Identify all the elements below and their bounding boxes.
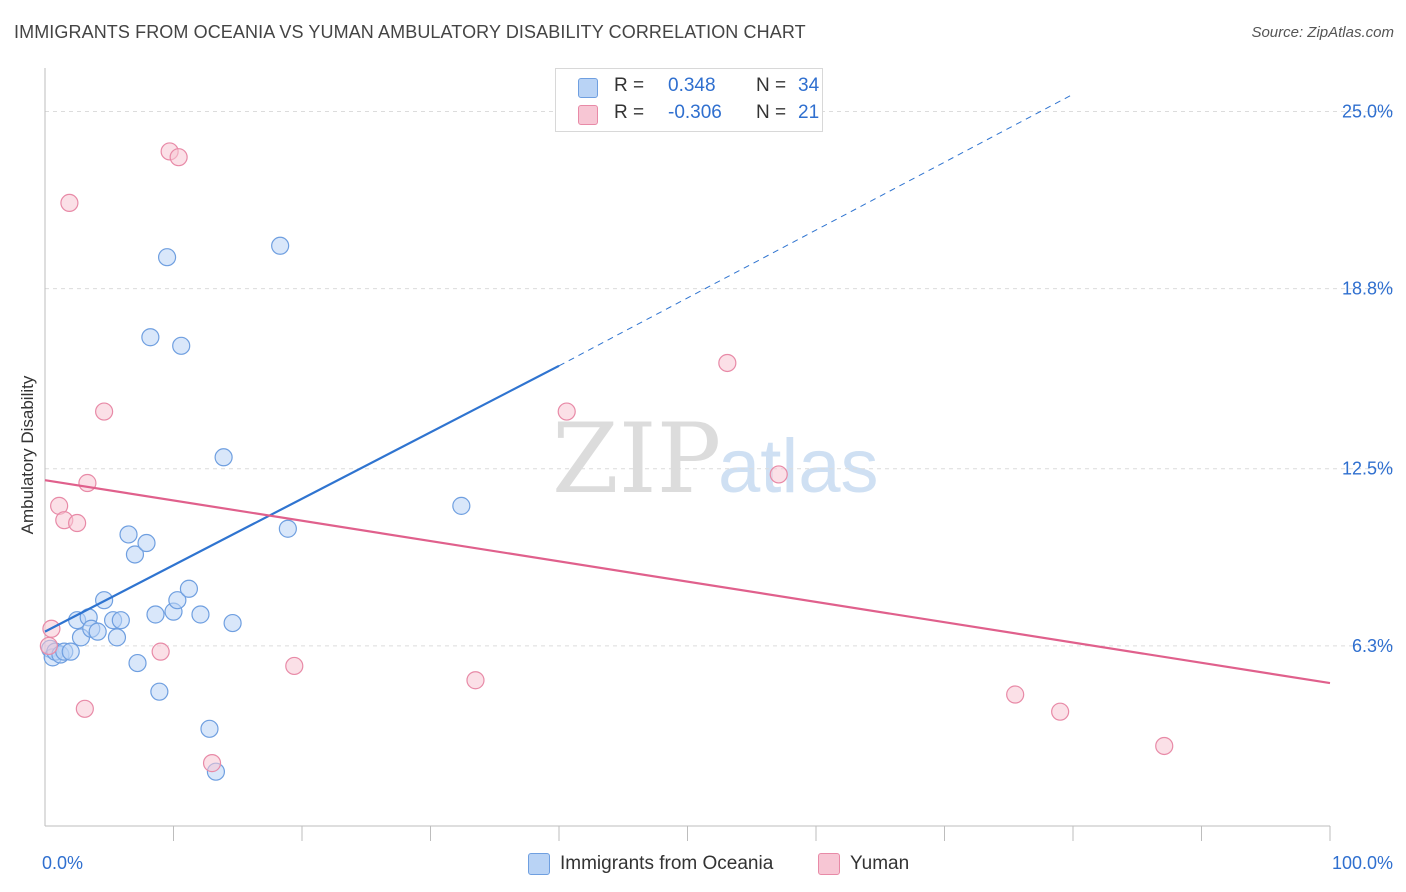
point-yuman bbox=[1051, 702, 1070, 721]
point-yuman bbox=[169, 148, 188, 167]
bottom-legend-swatch-yuman bbox=[818, 853, 840, 875]
point-oceania bbox=[157, 248, 177, 267]
trendline-yuman bbox=[44, 479, 1331, 685]
watermark-zip: ZIP bbox=[552, 403, 721, 515]
point-oceania bbox=[125, 545, 145, 564]
point-oceania bbox=[137, 533, 156, 553]
legend-r-label: R = bbox=[614, 102, 645, 123]
point-oceania bbox=[168, 591, 187, 610]
source-credit: Source: ZipAtlas.com bbox=[1251, 24, 1394, 41]
point-yuman bbox=[78, 473, 97, 493]
point-oceania bbox=[107, 628, 127, 647]
point-yuman bbox=[202, 754, 222, 773]
point-yuman bbox=[95, 402, 114, 421]
trendline-oceania-extension bbox=[558, 93, 1074, 367]
legend-r-value-oceania: 0.348 bbox=[668, 75, 716, 96]
legend-n-value-oceania: 34 bbox=[798, 75, 820, 96]
point-oceania bbox=[452, 496, 471, 515]
x-tick-label: 100.0% bbox=[1332, 853, 1393, 873]
point-yuman bbox=[466, 671, 485, 690]
point-oceania bbox=[179, 579, 199, 598]
point-yuman bbox=[60, 193, 79, 213]
point-yuman bbox=[68, 513, 87, 533]
point-oceania bbox=[172, 336, 191, 355]
legend-swatch-oceania bbox=[578, 78, 598, 98]
legend-n-label: N = bbox=[756, 75, 787, 96]
point-oceania bbox=[128, 653, 147, 673]
y-tick-label: 18.8% bbox=[1342, 279, 1393, 299]
trendline-oceania bbox=[44, 364, 560, 633]
point-oceania bbox=[191, 605, 210, 624]
point-oceania bbox=[141, 328, 160, 347]
point-yuman bbox=[151, 642, 170, 661]
stats-legend: R = 0.348 N = 34 R = -0.306 N = 21 bbox=[555, 68, 823, 132]
legend-r-label: R = bbox=[614, 75, 645, 96]
point-oceania bbox=[278, 519, 297, 538]
point-oceania bbox=[119, 525, 138, 544]
point-oceania bbox=[111, 611, 130, 630]
bottom-legend-swatch-oceania bbox=[528, 853, 550, 875]
point-yuman bbox=[718, 353, 737, 373]
y-tick-label: 6.3% bbox=[1352, 636, 1393, 656]
legend-r-value-yuman: -0.306 bbox=[668, 102, 722, 123]
point-yuman bbox=[75, 699, 94, 718]
bottom-legend-label-yuman: Yuman bbox=[850, 853, 910, 874]
point-yuman bbox=[39, 636, 58, 656]
point-oceania bbox=[146, 605, 165, 624]
bottom-legend-label-oceania: Immigrants from Oceania bbox=[560, 853, 774, 874]
x-tick-label: 0.0% bbox=[42, 853, 83, 873]
point-oceania bbox=[61, 642, 80, 661]
y-tick-label: 12.5% bbox=[1342, 459, 1393, 479]
point-yuman bbox=[1006, 685, 1025, 704]
point-oceania bbox=[214, 448, 233, 467]
legend-swatch-yuman bbox=[578, 105, 598, 125]
point-oceania bbox=[88, 622, 107, 641]
point-oceania bbox=[223, 613, 242, 633]
chart-title: IMMIGRANTS FROM OCEANIA VS YUMAN AMBULAT… bbox=[14, 22, 806, 42]
point-yuman bbox=[557, 402, 576, 421]
legend-n-value-yuman: 21 bbox=[798, 102, 820, 123]
point-yuman bbox=[1155, 736, 1174, 756]
point-yuman bbox=[769, 465, 788, 484]
point-oceania bbox=[200, 719, 219, 738]
point-oceania bbox=[271, 236, 290, 255]
point-oceania bbox=[150, 682, 169, 701]
watermark-atlas: atlas bbox=[718, 424, 879, 509]
point-yuman bbox=[285, 656, 304, 676]
y-tick-label: 25.0% bbox=[1342, 101, 1393, 121]
legend-n-label: N = bbox=[756, 102, 787, 123]
